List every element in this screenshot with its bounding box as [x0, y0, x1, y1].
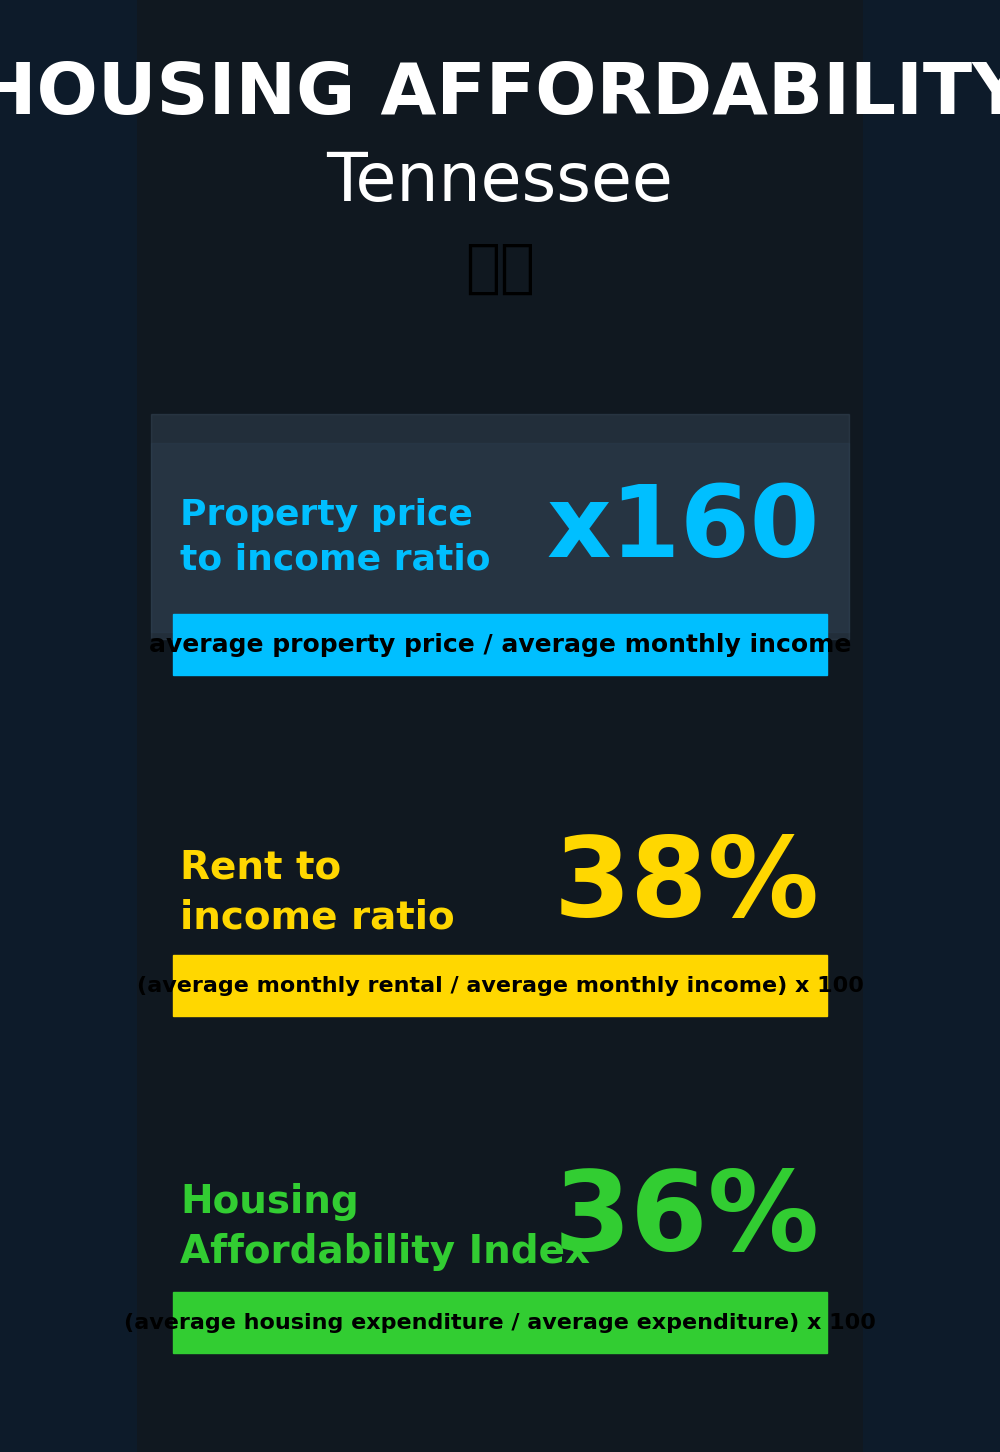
Bar: [173, 614, 827, 675]
Text: 38%: 38%: [554, 832, 820, 939]
Bar: [173, 1292, 827, 1353]
Text: (average monthly rental / average monthly income) x 100: (average monthly rental / average monthl…: [137, 976, 863, 996]
Text: (average housing expenditure / average expenditure) x 100: (average housing expenditure / average e…: [124, 1313, 876, 1333]
Text: Housing
Affordability Index: Housing Affordability Index: [180, 1183, 590, 1270]
Text: 36%: 36%: [554, 1166, 820, 1273]
Text: HOUSING AFFORDABILITY: HOUSING AFFORDABILITY: [0, 60, 1000, 129]
Bar: [151, 849, 849, 1038]
Text: Tennessee: Tennessee: [327, 148, 673, 215]
Text: 🇺🇸: 🇺🇸: [465, 240, 535, 298]
Bar: [151, 443, 849, 632]
Bar: [173, 955, 827, 1016]
Text: Rent to
income ratio: Rent to income ratio: [180, 849, 455, 937]
Text: average property price / average monthly income: average property price / average monthly…: [149, 633, 851, 656]
Text: x160: x160: [546, 482, 820, 578]
Bar: [151, 414, 849, 639]
Text: Property price
to income ratio: Property price to income ratio: [180, 498, 491, 576]
Bar: [151, 1198, 849, 1387]
